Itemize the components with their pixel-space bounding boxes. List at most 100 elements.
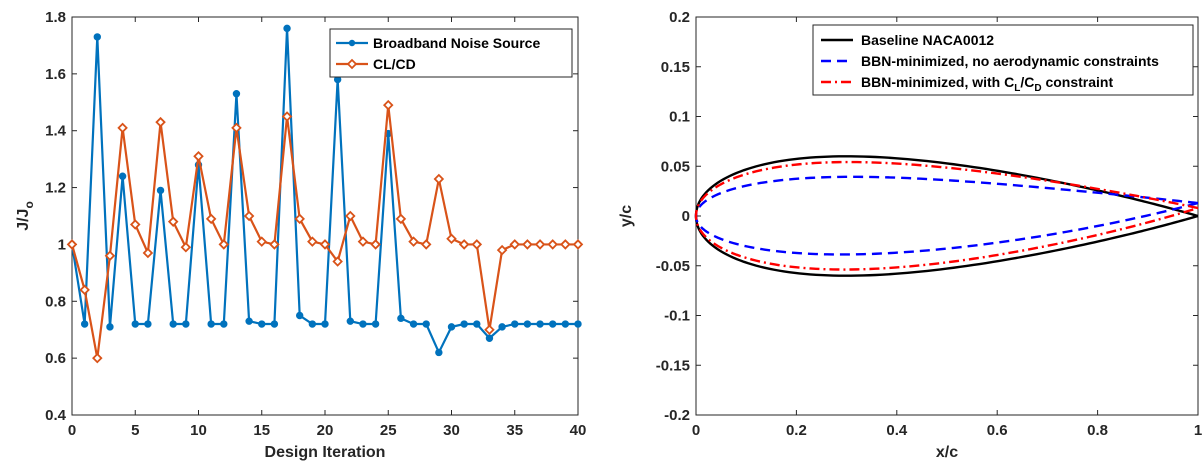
data-point-broadband-noise-source [536, 320, 544, 328]
data-point-broadband-noise-source [549, 320, 557, 328]
data-point-cl-cd [471, 239, 483, 250]
legend-subscript: L [1014, 83, 1020, 94]
y-tick-label: 0.6 [45, 350, 66, 367]
x-tick-label: 0.2 [786, 422, 807, 439]
data-point-cl-cd [547, 239, 558, 250]
y-axis-label: J/Jo [15, 201, 36, 231]
data-point-broadband-noise-source [460, 320, 468, 328]
data-point-broadband-noise-source [296, 311, 304, 320]
data-point-broadband-noise-source [498, 323, 506, 331]
data-point-cl-cd [534, 239, 546, 250]
data-point-cl-cd [420, 239, 432, 250]
legend-marker-swatch [346, 58, 358, 70]
y-tick-label: -0.15 [656, 357, 690, 374]
airfoil-bbn-with-clcd-constraint [694, 160, 1199, 271]
legend-entry-label: BBN-minimized, no aerodynamic constraint… [861, 53, 1159, 69]
data-point-broadband-noise-source [447, 323, 456, 331]
data-point-cl-cd [446, 233, 457, 245]
airfoil-shape-chart: 0 0.2 0.4 0.6 0.8 1 -0.2 -0.15 -0.1 -0.05 0 0.05 0.1… [618, 9, 1202, 461]
iteration-history-chart: 0 5 10 15 20 25 30 35 40 0.4 0.6 0.8 1 1.2 1.4 1.6 1.8 De… [15, 9, 587, 461]
y-tick-label: 0.2 [669, 9, 690, 26]
data-point-cl-cd [357, 236, 369, 247]
legend-entry-label: CL/CD [373, 56, 416, 72]
legend-text-part: constraint [1042, 74, 1114, 90]
x-tick-label: 40 [570, 422, 587, 439]
data-point-cl-cd [319, 239, 331, 250]
data-point-broadband-noise-source [435, 348, 443, 357]
data-point-cl-cd [142, 247, 154, 259]
data-point-cl-cd [572, 239, 584, 250]
x-axis-label: Design Iteration [265, 444, 386, 461]
y-tick-label: 0.15 [661, 59, 690, 76]
data-point-broadband-noise-source [80, 320, 89, 328]
x-tick-label: 10 [190, 422, 207, 439]
data-point-cl-cd [79, 284, 90, 296]
data-point-broadband-noise-source [207, 320, 215, 328]
data-point-broadband-noise-source [485, 334, 494, 342]
legend-box [812, 24, 1194, 96]
data-point-broadband-noise-source [283, 24, 291, 33]
legend-box [329, 28, 573, 78]
legend-text-part: BBN-minimized, with C [861, 74, 1014, 90]
data-point-broadband-noise-source [270, 320, 279, 328]
y-tick-label: -0.1 [664, 308, 690, 325]
data-point-broadband-noise-source [511, 320, 519, 328]
x-tick-label: 0 [692, 422, 700, 439]
data-point-cl-cd [193, 151, 204, 162]
x-tick-label: 1 [1194, 422, 1202, 439]
data-point-cl-cd [243, 210, 255, 222]
y-axis-label: y/c [618, 205, 635, 227]
data-point-cl-cd [408, 236, 419, 247]
data-point-cl-cd [256, 236, 268, 247]
data-point-broadband-noise-source [346, 317, 354, 325]
data-point-cl-cd [496, 244, 508, 256]
data-point-cl-cd [307, 236, 318, 247]
data-point-cl-cd [332, 256, 343, 267]
data-point-broadband-noise-source [473, 320, 481, 328]
data-point-cl-cd [66, 239, 78, 250]
data-point-cl-cd [117, 122, 128, 134]
data-point-cl-cd [560, 239, 571, 250]
y-tick-label: 0.05 [661, 158, 690, 175]
data-point-cl-cd [484, 324, 495, 335]
x-tick-label: 0.4 [886, 422, 908, 439]
x-axis-label: x/c [936, 444, 958, 461]
data-point-broadband-noise-source [169, 320, 177, 328]
data-point-cl-cd [231, 122, 242, 134]
x-tick-label: 20 [317, 422, 334, 439]
data-point-cl-cd [345, 210, 356, 222]
data-point-broadband-noise-source [232, 90, 241, 98]
x-tick-label: 0.8 [1087, 422, 1108, 439]
y-tick-label: -0.2 [664, 407, 690, 424]
x-tick-label: 0 [68, 422, 76, 439]
data-point-cl-cd [433, 173, 445, 185]
data-point-cl-cd [395, 213, 407, 225]
y-tick-label: 1.8 [45, 9, 66, 26]
data-point-cl-cd [382, 99, 394, 111]
y-tick-label: 1.2 [45, 180, 66, 197]
y-axis-label-subscript: o [22, 201, 36, 208]
data-point-broadband-noise-source [409, 320, 418, 328]
data-point-cl-cd [509, 239, 521, 250]
y-axis-label-main: J/J [15, 209, 32, 231]
data-point-broadband-noise-source [131, 320, 139, 328]
y-tick-label: 0.8 [45, 293, 66, 310]
data-point-cl-cd [281, 111, 293, 122]
data-point-broadband-noise-source [182, 320, 190, 328]
data-point-broadband-noise-source [422, 320, 430, 328]
legend-text-part: /C [1020, 74, 1034, 90]
data-point-cl-cd [129, 219, 141, 230]
data-point-broadband-noise-source [397, 314, 405, 323]
data-point-cl-cd [155, 116, 166, 128]
x-tick-label: 5 [131, 422, 139, 439]
data-point-cl-cd [294, 213, 305, 225]
x-tick-label: 35 [506, 422, 523, 439]
data-point-cl-cd [458, 239, 470, 250]
legend-subscript: D [1034, 83, 1041, 94]
data-point-broadband-noise-source [118, 172, 127, 180]
data-point-cl-cd [269, 239, 280, 250]
data-point-cl-cd [104, 250, 116, 262]
y-tick-label: 1.6 [45, 66, 66, 83]
data-point-broadband-noise-source [93, 33, 102, 41]
x-tick-label: 0.6 [987, 422, 1008, 439]
